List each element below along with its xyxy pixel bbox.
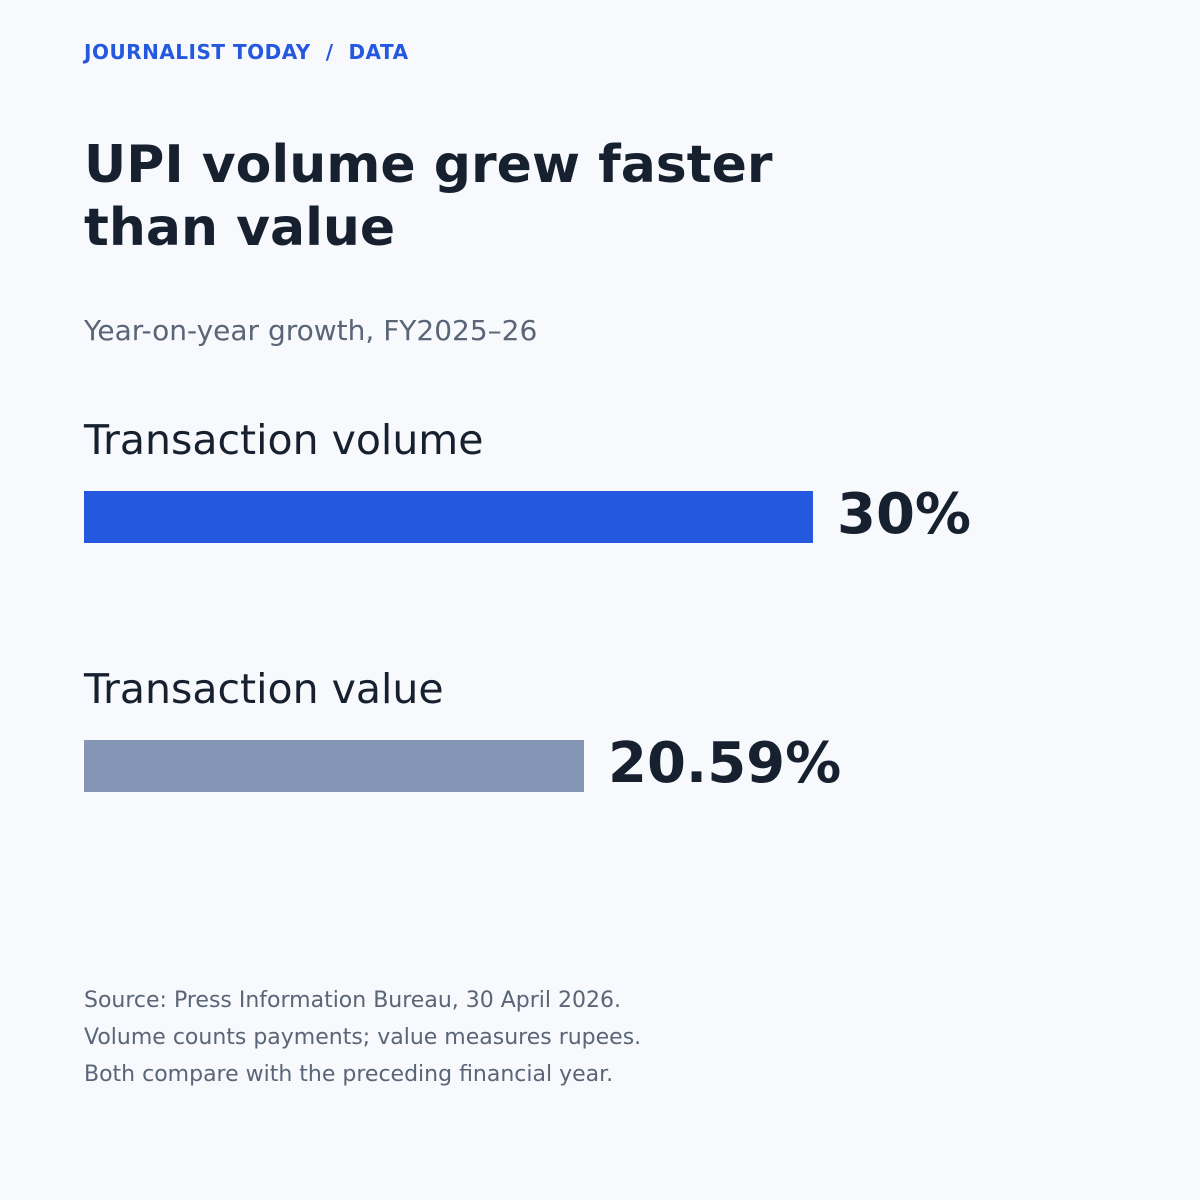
kicker: JOURNALIST TODAY / DATA bbox=[84, 40, 409, 64]
footnote-source: Source: Press Information Bureau, 30 Apr… bbox=[84, 988, 621, 1013]
value-label: 20.59% bbox=[608, 731, 842, 796]
chart-title: UPI volume grew faster than value bbox=[84, 135, 773, 258]
bar-row: Transaction volume 30% bbox=[84, 410, 1124, 659]
category-label: Transaction volume bbox=[84, 416, 484, 464]
value-label: 30% bbox=[837, 482, 972, 547]
footnote-comparison-note: Both compare with the preceding financia… bbox=[84, 1062, 614, 1087]
bar bbox=[84, 491, 813, 543]
chart-subtitle: Year-on-year growth, FY2025–26 bbox=[84, 314, 538, 347]
footnote: Source: Press Information Bureau, 30 Apr… bbox=[84, 982, 641, 1093]
bar-chart: Transaction volume 30% Transaction value 20… bbox=[84, 410, 1124, 908]
bar bbox=[84, 740, 584, 792]
bar-row: Transaction value 20.59% bbox=[84, 659, 1124, 908]
category-label: Transaction value bbox=[84, 665, 444, 713]
footnote-volume-note: Volume counts payments; value measures r… bbox=[84, 1025, 642, 1050]
